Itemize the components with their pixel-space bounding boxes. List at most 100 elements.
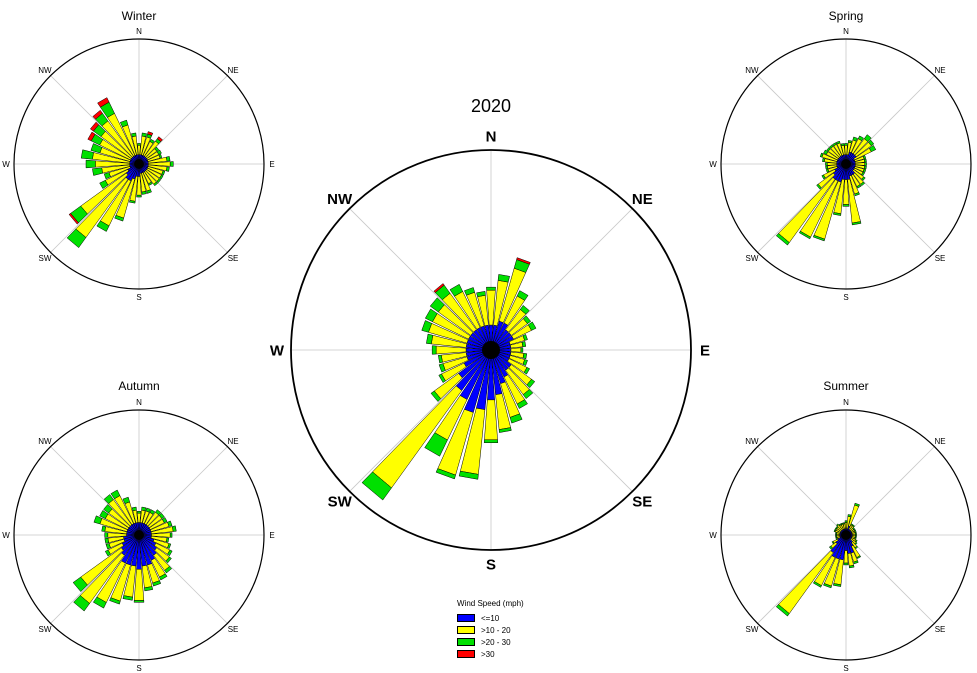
wedge-segment: [165, 537, 170, 543]
direction-label-sw: SW: [39, 254, 52, 263]
direction-label-n: N: [136, 27, 142, 36]
wedge-segment: [476, 291, 486, 297]
legend-label: >20 - 30: [481, 637, 511, 647]
wedge-segment: [775, 604, 790, 617]
wedge-segment: [131, 506, 137, 512]
direction-label-n: N: [486, 128, 497, 145]
direction-label-ne: NE: [934, 66, 945, 75]
wedge-segment: [832, 212, 842, 216]
wedge-segment: [854, 541, 858, 545]
wind-rose-winter: N NE E SE S SW W NW Winter: [2, 9, 274, 302]
wedge-segment: [852, 524, 856, 528]
wedge-segment: [863, 158, 867, 163]
direction-label-sw: SW: [328, 494, 353, 511]
direction-label-nw: NW: [745, 437, 759, 446]
wedge-segment: [155, 509, 162, 516]
wedge-segment: [854, 539, 858, 543]
wedge-segment: [129, 200, 136, 204]
wedge-segment: [105, 543, 111, 550]
wedge-segment: [141, 506, 147, 512]
wedge-segment: [141, 190, 147, 195]
wedge-segment: [856, 555, 862, 559]
wedge-segment: [148, 181, 153, 186]
wedge-segment: [844, 143, 848, 146]
radial-gridline: [845, 446, 935, 536]
wedge-segment: [516, 257, 531, 265]
direction-label-se: SE: [935, 254, 946, 263]
wedge-segment: [826, 147, 831, 152]
wedge-segment: [853, 560, 859, 565]
wind-rose-summer: NNEESESSWWNWSummer: [709, 379, 977, 673]
wedge-segment: [850, 523, 854, 527]
wedge-segment: [438, 363, 446, 373]
direction-label-s: S: [843, 293, 848, 302]
wedge-segment: [103, 494, 114, 504]
wedge-segment: [516, 399, 528, 409]
wedge-segment: [821, 174, 826, 180]
wedge-segment: [861, 171, 865, 176]
radial-gridline: [50, 446, 140, 536]
outer-ring: [13, 409, 265, 661]
wedge-segment: [843, 550, 849, 564]
wedge-segment: [122, 496, 130, 504]
wedge-segment: [158, 512, 165, 519]
wedge-segment: [144, 586, 154, 592]
direction-label-e: E: [700, 342, 710, 359]
wedge-segment: [110, 489, 121, 500]
wedge-segment: [136, 194, 142, 198]
wedge-segment: [169, 161, 174, 167]
wedge-segment: [99, 510, 109, 520]
radial-gridline: [50, 163, 140, 253]
wind-rose-2020: N NE E SE S SW W NW 2020: [270, 96, 710, 573]
wedge-segment: [99, 179, 109, 189]
wedge-segment: [522, 359, 528, 366]
wedge-segment: [429, 297, 445, 313]
direction-label-ne: NE: [227, 437, 238, 446]
wedge-segment: [89, 121, 100, 132]
direction-label-ne: NE: [632, 191, 653, 208]
wedge-segment: [145, 507, 151, 513]
wedge-segment: [458, 470, 479, 480]
wedge-segment: [161, 170, 166, 176]
wedge-segment: [133, 600, 145, 603]
wedge-segment: [844, 520, 848, 523]
radial-gridline: [138, 446, 228, 536]
radial-gridline: [138, 163, 228, 253]
legend-title: Wind Speed (mph): [457, 599, 524, 608]
wedge-segment: [73, 595, 90, 612]
direction-label-s: S: [136, 293, 141, 302]
direction-label-n: N: [843, 27, 849, 36]
direction-label-sw: SW: [746, 625, 759, 634]
wedge-segment: [819, 152, 824, 158]
wedge-segment: [449, 283, 464, 297]
wedge-segment: [92, 109, 103, 120]
wedge-segment: [862, 155, 867, 160]
legend-swatch: [457, 626, 475, 634]
wedge-segment: [483, 439, 499, 443]
wedge-segment: [149, 509, 156, 515]
direction-label-nw: NW: [38, 66, 52, 75]
rose-title: Winter: [122, 9, 157, 23]
wedge-segment: [92, 167, 103, 176]
wedge-segment: [66, 228, 87, 249]
wedge-segment: [854, 545, 859, 550]
legend-swatch: [457, 614, 475, 622]
direction-label-w: W: [709, 531, 717, 540]
direction-label-w: W: [709, 160, 717, 169]
wedge-segment: [836, 523, 840, 527]
wedge-segment: [159, 174, 164, 180]
wedge-segment: [854, 530, 857, 533]
wedge-segment: [853, 528, 856, 532]
wedge-segment: [868, 145, 877, 153]
wedge-segment: [862, 168, 867, 173]
wedge-segment: [131, 132, 137, 138]
wedge-segment: [857, 135, 864, 142]
direction-label-n: N: [843, 398, 849, 407]
wedge-segment: [522, 315, 532, 325]
wedge-segment: [156, 178, 162, 184]
radial-gridline: [490, 349, 633, 492]
wedge-segment: [854, 192, 860, 197]
wedge-segment: [137, 143, 141, 146]
wedge-segment: [498, 427, 512, 433]
